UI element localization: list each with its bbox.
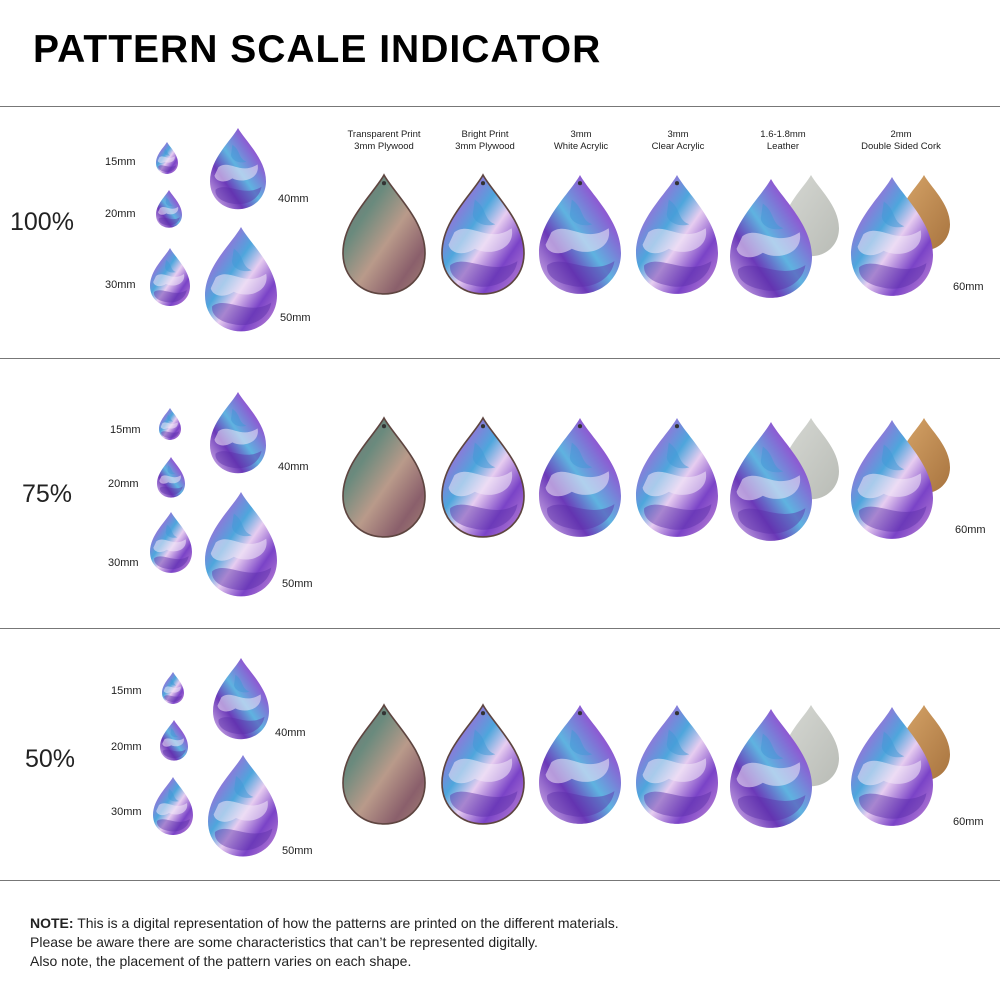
teardrop-sample-40mm bbox=[213, 658, 269, 740]
material-header-leather: 1.6-1.8mm Leather bbox=[728, 129, 838, 153]
material-header-line1: 3mm bbox=[667, 129, 689, 140]
material-header-line2: Leather bbox=[766, 141, 800, 152]
size-label-40mm: 40mm bbox=[275, 727, 306, 739]
size-label-50mm: 50mm bbox=[282, 578, 313, 590]
note-line-1: NOTE: This is a digital representation o… bbox=[30, 914, 619, 933]
teardrop-sample-50mm bbox=[205, 492, 277, 597]
teardrop-white-acrylic bbox=[539, 705, 621, 824]
size-label-30mm: 30mm bbox=[105, 279, 136, 291]
material-header-line2: White Acrylic bbox=[553, 141, 609, 152]
material-header-transparent-plywood: Transparent Print 3mm Plywood bbox=[329, 129, 439, 153]
size-label-60mm: 60mm bbox=[953, 816, 984, 828]
material-header-line1: Bright Print bbox=[461, 129, 509, 140]
note-block: NOTE: This is a digital representation o… bbox=[30, 914, 619, 971]
teardrop-bright-plywood bbox=[441, 416, 525, 538]
teardrop-clear-acrylic bbox=[636, 705, 718, 824]
teardrop-sample-50mm bbox=[208, 755, 278, 857]
size-label-30mm: 30mm bbox=[111, 806, 142, 818]
teardrop-leather-front bbox=[730, 179, 812, 298]
teardrop-sample-40mm bbox=[210, 128, 266, 210]
teardrop-cork-front bbox=[851, 177, 933, 296]
teardrop-clear-acrylic bbox=[636, 418, 718, 537]
scale-label-100: 100% bbox=[10, 208, 74, 236]
teardrop-sample-15mm bbox=[156, 142, 178, 174]
teardrop-sample-15mm bbox=[159, 408, 181, 440]
note-line-2: Please be aware there are some character… bbox=[30, 934, 538, 950]
material-header-line2: 3mm Plywood bbox=[354, 141, 414, 152]
size-label-50mm: 50mm bbox=[280, 312, 311, 324]
teardrop-bright-plywood bbox=[441, 703, 525, 825]
teardrop-sample-30mm bbox=[150, 512, 192, 573]
material-header-bright-plywood: Bright Print 3mm Plywood bbox=[430, 129, 540, 153]
material-header-line2: Double Sided Cork bbox=[861, 141, 941, 152]
teardrop-sample-40mm bbox=[210, 392, 266, 474]
divider-2 bbox=[0, 628, 1000, 629]
teardrop-transparent-plywood bbox=[342, 703, 426, 825]
material-header-line2: 3mm Plywood bbox=[455, 141, 515, 152]
teardrop-transparent-plywood bbox=[342, 416, 426, 538]
size-label-50mm: 50mm bbox=[282, 845, 313, 857]
teardrop-clear-acrylic bbox=[636, 175, 718, 294]
size-label-15mm: 15mm bbox=[105, 156, 136, 168]
teardrop-sample-30mm bbox=[150, 248, 190, 306]
size-label-15mm: 15mm bbox=[111, 685, 142, 697]
teardrop-sample-30mm bbox=[153, 777, 193, 835]
teardrop-cork-front bbox=[851, 420, 933, 539]
note-bold: NOTE: bbox=[30, 915, 74, 931]
teardrop-bright-plywood bbox=[441, 173, 525, 295]
divider-bottom bbox=[0, 880, 1000, 881]
page-title: PATTERN SCALE INDICATOR bbox=[33, 28, 602, 71]
scale-label-50: 50% bbox=[25, 745, 76, 773]
divider-1 bbox=[0, 358, 1000, 359]
teardrop-sample-20mm bbox=[157, 457, 185, 498]
scale-label-75: 75% bbox=[22, 480, 73, 508]
teardrop-transparent-plywood bbox=[342, 173, 426, 295]
teardrop-white-acrylic bbox=[539, 418, 621, 537]
teardrop-leather-front bbox=[730, 422, 812, 541]
teardrop-white-acrylic bbox=[539, 175, 621, 294]
teardrop-cork-front bbox=[851, 707, 933, 826]
size-label-40mm: 40mm bbox=[278, 193, 309, 205]
teardrop-leather-front bbox=[730, 709, 812, 828]
size-label-20mm: 20mm bbox=[111, 741, 142, 753]
size-label-60mm: 60mm bbox=[955, 524, 986, 536]
material-header-line1: Transparent Print bbox=[347, 129, 421, 140]
material-header-clear-acrylic: 3mm Clear Acrylic bbox=[623, 129, 733, 153]
material-header-line1: 2mm bbox=[890, 129, 912, 140]
note-line-3: Also note, the placement of the pattern … bbox=[30, 953, 412, 969]
size-label-15mm: 15mm bbox=[110, 424, 141, 436]
material-header-line1: 1.6-1.8mm bbox=[760, 129, 806, 140]
teardrop-sample-20mm bbox=[160, 720, 188, 761]
size-label-60mm: 60mm bbox=[953, 281, 984, 293]
material-header-cork: 2mm Double Sided Cork bbox=[846, 129, 956, 153]
teardrop-sample-50mm bbox=[205, 227, 277, 332]
material-header-white-acrylic: 3mm White Acrylic bbox=[526, 129, 636, 153]
size-label-20mm: 20mm bbox=[105, 208, 136, 220]
material-header-line2: Clear Acrylic bbox=[651, 141, 705, 152]
note-text-1: This is a digital representation of how … bbox=[73, 915, 619, 931]
divider-top bbox=[0, 106, 1000, 107]
teardrop-sample-20mm bbox=[156, 190, 182, 228]
teardrop-sample-15mm bbox=[162, 672, 184, 704]
size-label-20mm: 20mm bbox=[108, 478, 139, 490]
material-header-line1: 3mm bbox=[570, 129, 592, 140]
size-label-30mm: 30mm bbox=[108, 557, 139, 569]
size-label-40mm: 40mm bbox=[278, 461, 309, 473]
